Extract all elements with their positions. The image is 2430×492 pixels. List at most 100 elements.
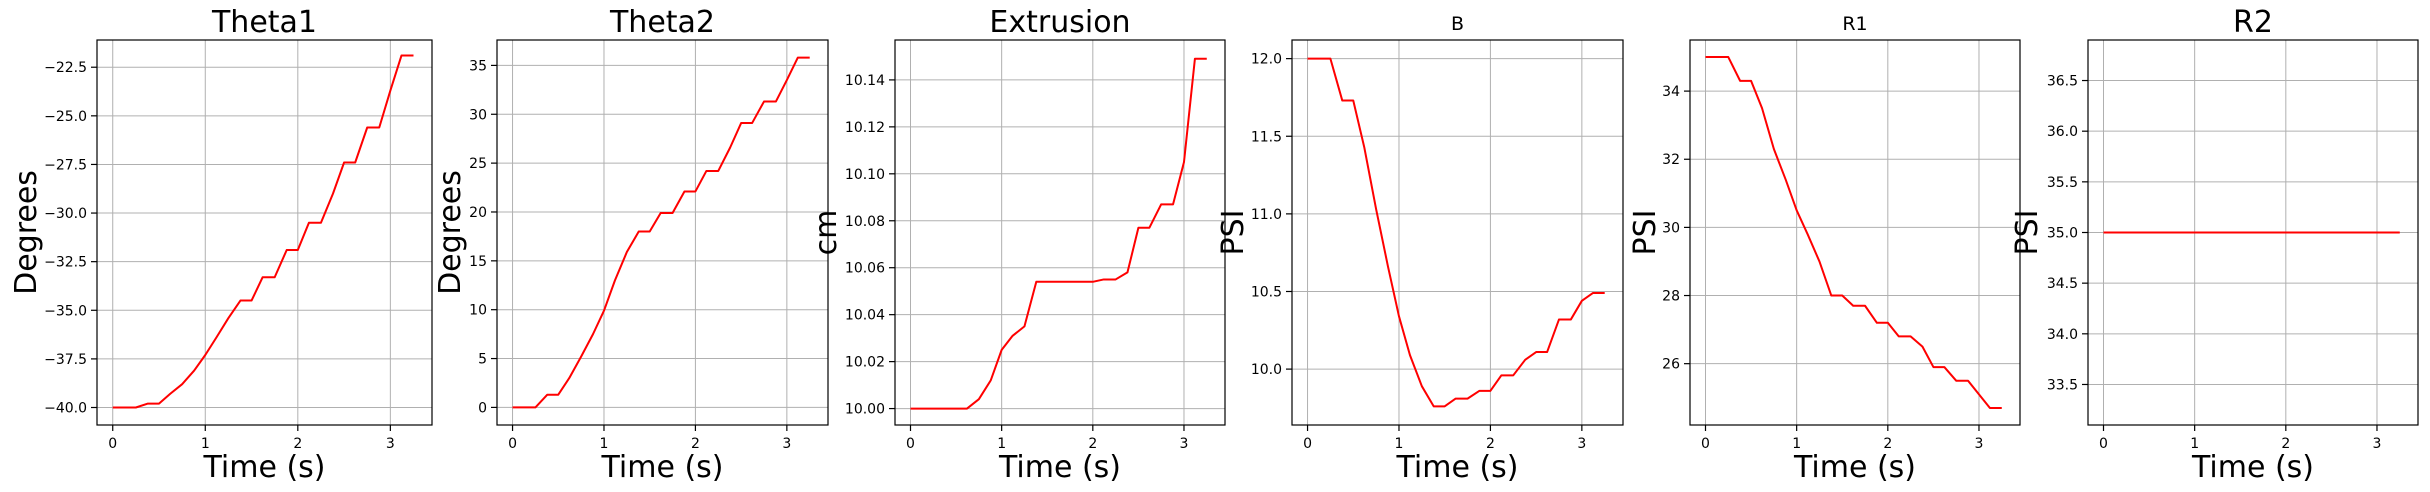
y-tick-label: 10.0 (1251, 362, 1282, 378)
y-tick-label: 28 (1662, 289, 1680, 305)
plot-frame (894, 39, 1226, 426)
x-tick-label: 1 (2190, 436, 2199, 452)
y-tick-label: 26 (1662, 357, 1680, 373)
y-tick-label: 20 (469, 205, 487, 221)
y-tick-label: 34.5 (2047, 276, 2078, 292)
subplot-title: B (1451, 13, 1464, 35)
y-axis-label: cm (809, 210, 844, 256)
subplot-title: R2 (2233, 5, 2273, 40)
y-tick-label: 32 (1662, 152, 1680, 168)
x-tick-label: 0 (1303, 436, 1312, 452)
y-axis-label: PSI (2010, 210, 2045, 256)
x-axis-label: Time (s) (2191, 450, 2314, 485)
y-tick-label: −37.5 (44, 352, 87, 368)
y-tick-label: 5 (478, 352, 487, 368)
subplot-title: Extrusion (989, 5, 1130, 40)
subplot-5: 0 1 2 3 26 28 30 32 34 R1 Time (s) PSI (1628, 13, 2021, 485)
y-tick-label: −35.0 (44, 303, 87, 319)
x-tick-label: 1 (1792, 436, 1801, 452)
y-axis-label: PSI (1216, 210, 1251, 256)
subplot-3: 0 1 2 3 10.00 10.02 10.04 10.06 10.08 10.10 10.12 1… (809, 5, 1226, 485)
subplot-4: 0 1 2 3 10.0 10.5 11.0 11.5 12.0 B Time (s) PSI (1216, 13, 1624, 485)
x-tick-label: 3 (1975, 436, 1984, 452)
y-tick-label: 10.08 (845, 214, 885, 230)
y-tick-label: 10.04 (845, 308, 885, 324)
x-tick-label: 3 (1577, 436, 1586, 452)
y-tick-label: 35.5 (2047, 175, 2078, 191)
y-tick-label: 36.0 (2047, 124, 2078, 140)
series-line (1705, 56, 2002, 409)
x-tick-label: 0 (108, 436, 117, 452)
x-axis-label: Time (s) (1793, 450, 1916, 485)
x-tick-label: 2 (2281, 436, 2290, 452)
y-tick-label: −32.5 (44, 255, 87, 271)
series-line (112, 54, 414, 409)
y-tick-label: 10 (469, 303, 487, 319)
series-line (910, 57, 1207, 410)
y-tick-label: −22.5 (44, 60, 87, 76)
x-tick-label: 1 (1395, 436, 1404, 452)
y-tick-label: 30 (1662, 220, 1680, 236)
x-tick-label: 1 (997, 436, 1006, 452)
y-tick-label: 0 (478, 400, 487, 416)
y-tick-label: 10.06 (845, 261, 885, 277)
x-tick-label: 1 (600, 436, 609, 452)
subplot-title: Theta2 (609, 5, 715, 40)
y-tick-label: −25.0 (44, 109, 87, 125)
x-axis-label: Time (s) (601, 450, 724, 485)
x-tick-label: 0 (508, 436, 517, 452)
plot-frame (96, 39, 433, 426)
y-tick-label: 34 (1662, 84, 1680, 100)
y-tick-label: 30 (469, 107, 487, 123)
x-tick-label: 3 (782, 436, 791, 452)
y-tick-label: 10.00 (845, 402, 885, 418)
y-tick-label: 10.12 (845, 120, 885, 136)
series-line (1307, 57, 1605, 408)
x-tick-label: 2 (691, 436, 700, 452)
x-tick-label: 0 (1701, 436, 1710, 452)
subplot-6: 0 1 2 3 33.5 34.0 34.5 35.0 35.5 36.0 36.5 R2 Time (… (2010, 5, 2419, 485)
x-axis-label: Time (s) (203, 450, 326, 485)
series-line (512, 56, 810, 409)
y-tick-label: 10.14 (845, 73, 885, 89)
y-tick-label: 15 (469, 254, 487, 270)
y-tick-label: 35.0 (2047, 226, 2078, 242)
y-tick-label: 11.5 (1251, 129, 1282, 145)
y-tick-label: −40.0 (44, 401, 87, 417)
x-tick-label: 2 (1486, 436, 1495, 452)
y-tick-label: −27.5 (44, 157, 87, 173)
y-tick-label: 11.0 (1251, 207, 1282, 223)
y-tick-label: 36.5 (2047, 74, 2078, 90)
y-axis-label: Degrees (9, 170, 44, 295)
x-tick-label: 2 (1088, 436, 1097, 452)
y-tick-label: 10.02 (845, 355, 885, 371)
x-tick-label: 3 (1180, 436, 1189, 452)
plot-frame (1689, 39, 2021, 426)
y-tick-label: 35 (469, 58, 487, 74)
subplot-title: R1 (1842, 13, 1867, 35)
x-tick-label: 2 (293, 436, 302, 452)
y-tick-label: −30.0 (44, 206, 87, 222)
plot-frame (1291, 39, 1624, 426)
plot-frame (496, 39, 829, 426)
y-tick-label: 25 (469, 156, 487, 172)
y-tick-label: 10.5 (1251, 284, 1282, 300)
x-axis-label: Time (s) (1396, 450, 1519, 485)
y-tick-label: 34.0 (2047, 327, 2078, 343)
x-axis-label: Time (s) (998, 450, 1121, 485)
y-axis-label: PSI (1628, 210, 1663, 256)
x-tick-label: 3 (2373, 436, 2382, 452)
x-tick-label: 3 (386, 436, 395, 452)
subplot-title: Theta1 (211, 5, 317, 40)
x-tick-label: 2 (1883, 436, 1892, 452)
x-tick-label: 0 (906, 436, 915, 452)
y-tick-label: 10.10 (845, 167, 885, 183)
subplot-1: 0 1 2 3 −40.0 −37.5 −35.0 −32.5 −30.0 −27.5 −25.0 −… (9, 5, 433, 485)
x-tick-label: 1 (201, 436, 210, 452)
x-tick-label: 0 (2099, 436, 2108, 452)
y-tick-label: 33.5 (2047, 377, 2078, 393)
y-tick-label: 12.0 (1251, 52, 1282, 68)
y-axis-label: Degrees (433, 170, 468, 295)
